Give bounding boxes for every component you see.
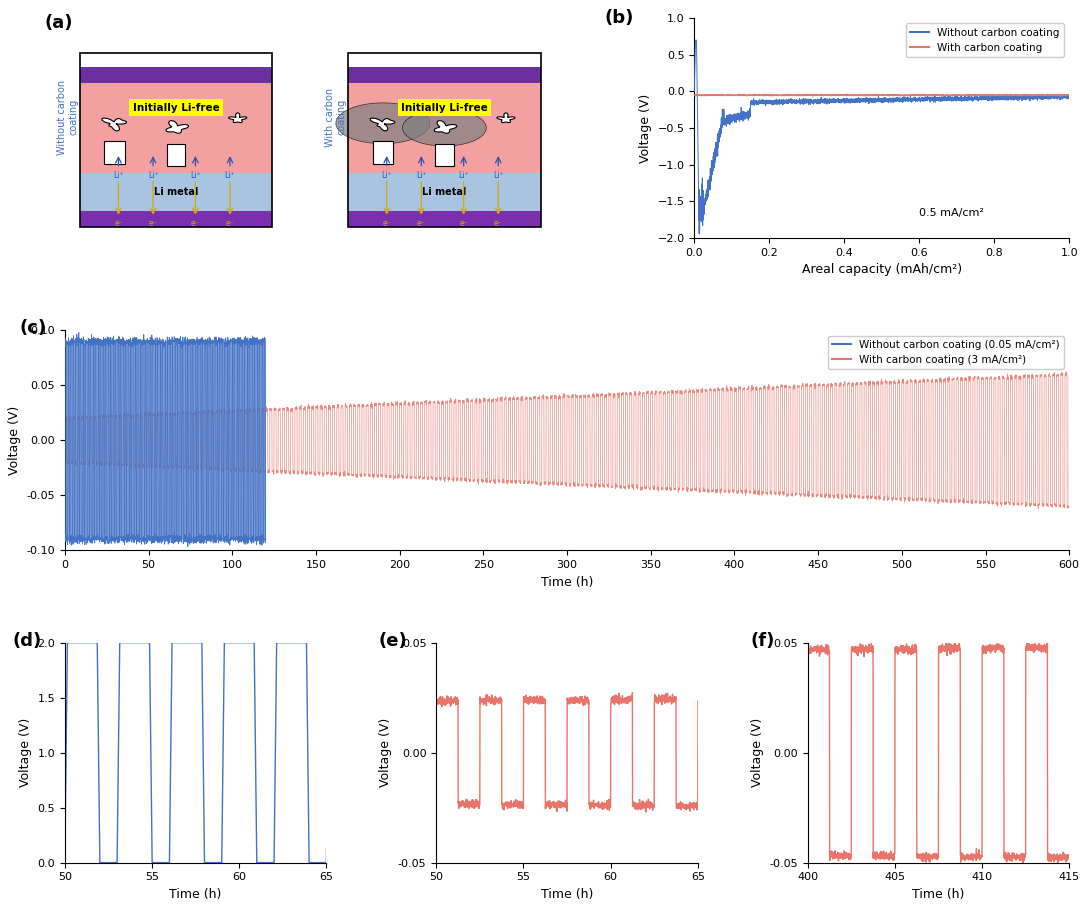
X-axis label: Time (h): Time (h): [913, 888, 964, 901]
Text: e⁻: e⁻: [382, 219, 391, 228]
Bar: [80, 173, 272, 212]
Polygon shape: [229, 113, 247, 123]
Text: Li metal: Li metal: [154, 187, 199, 197]
Text: Li⁺: Li⁺: [381, 171, 392, 180]
Text: (a): (a): [44, 14, 73, 32]
Y-axis label: Voltage (V): Voltage (V): [18, 718, 31, 787]
Legend: Without carbon coating (0.05 mA/cm²), With carbon coating (3 mA/cm²): Without carbon coating (0.05 mA/cm²), Wi…: [828, 336, 1064, 370]
Polygon shape: [102, 118, 126, 131]
Bar: [348, 173, 541, 212]
Legend: Without carbon coating, With carbon coating: Without carbon coating, With carbon coat…: [906, 24, 1064, 57]
Text: Li⁺: Li⁺: [225, 171, 235, 180]
Polygon shape: [435, 144, 454, 166]
Polygon shape: [166, 121, 189, 133]
Text: With carbon
coating: With carbon coating: [325, 87, 347, 147]
Polygon shape: [105, 142, 124, 164]
Text: (b): (b): [605, 9, 634, 27]
Polygon shape: [434, 121, 457, 133]
X-axis label: Time (h): Time (h): [170, 888, 221, 901]
Text: Li metal: Li metal: [422, 187, 467, 197]
Bar: [348, 212, 541, 227]
Text: Initially Li-free: Initially Li-free: [401, 103, 488, 113]
Y-axis label: Voltage (V): Voltage (V): [751, 718, 764, 787]
Text: e⁻: e⁻: [459, 219, 468, 228]
Polygon shape: [403, 110, 486, 146]
Polygon shape: [497, 113, 515, 123]
Bar: [80, 53, 272, 227]
Bar: [348, 83, 541, 173]
Text: e⁻: e⁻: [494, 219, 502, 228]
Bar: [348, 53, 541, 227]
Polygon shape: [370, 118, 395, 131]
Text: 0.5 mA/cm²: 0.5 mA/cm²: [919, 208, 984, 218]
Text: (e): (e): [379, 632, 407, 650]
Text: e⁻: e⁻: [417, 219, 426, 228]
Bar: [80, 83, 272, 173]
Text: e⁻: e⁻: [114, 219, 123, 228]
X-axis label: Time (h): Time (h): [541, 576, 593, 588]
Text: Without carbon
coating: Without carbon coating: [56, 80, 78, 154]
Polygon shape: [373, 142, 393, 164]
Y-axis label: Voltage (V): Voltage (V): [639, 94, 652, 163]
Text: (f): (f): [751, 632, 774, 650]
Text: Li⁺: Li⁺: [148, 171, 159, 180]
Y-axis label: Voltage (V): Voltage (V): [8, 406, 21, 475]
Text: e⁻: e⁻: [226, 219, 234, 228]
Text: Initially Li-free: Initially Li-free: [133, 103, 219, 113]
Bar: [80, 212, 272, 227]
Text: e⁻: e⁻: [149, 219, 158, 228]
Polygon shape: [167, 144, 186, 166]
Text: e⁻: e⁻: [191, 219, 200, 228]
Text: Li⁺: Li⁺: [416, 171, 427, 180]
X-axis label: Time (h): Time (h): [541, 888, 593, 901]
Text: Li⁺: Li⁺: [458, 171, 469, 180]
Text: Li⁺: Li⁺: [113, 171, 124, 180]
Text: Li⁺: Li⁺: [492, 171, 503, 180]
Text: (d): (d): [13, 632, 42, 650]
Polygon shape: [336, 103, 430, 143]
X-axis label: Areal capacity (mAh/cm²): Areal capacity (mAh/cm²): [801, 263, 962, 276]
Bar: [80, 67, 272, 83]
Text: Li⁺: Li⁺: [190, 171, 201, 180]
Y-axis label: Voltage (V): Voltage (V): [379, 718, 392, 787]
Bar: [348, 67, 541, 83]
Text: (c): (c): [19, 320, 46, 338]
